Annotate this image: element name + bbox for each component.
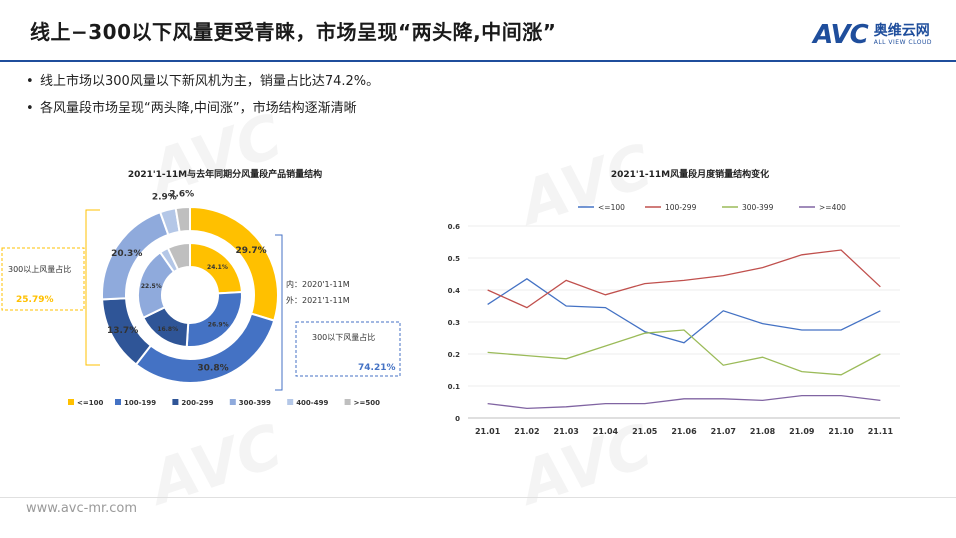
logo-avc: AVC [813, 20, 869, 50]
y-tick-label: 0.2 [448, 351, 461, 359]
logo-cn: 奥维云网 [873, 23, 930, 39]
inner-caption: 内：2020'1-11M [286, 279, 350, 289]
legend-label: 200-299 [181, 399, 213, 407]
series-line-300-399 [487, 329, 881, 376]
watermark: AVC [142, 411, 291, 519]
legend-swatch [115, 399, 121, 405]
legend-swatch [68, 399, 74, 405]
outer-caption: 外：2021'1-11M [286, 295, 350, 305]
left-annotation-label: 300以上风量占比 [8, 264, 71, 274]
x-tick-label: 21.07 [711, 427, 736, 436]
outer-slice->=500 [174, 205, 191, 234]
legend-label: 300-399 [239, 399, 271, 407]
outer-data-label: 13.7% [107, 326, 138, 336]
inner-data-label: 24.1% [207, 264, 228, 271]
x-tick-label: 21.04 [593, 427, 619, 436]
legend-swatch [344, 399, 351, 405]
legend-label: <=100 [77, 399, 103, 407]
footer-divider [0, 497, 956, 498]
right-annotation-label: 300以下风量占比 [312, 332, 375, 342]
legend-label: 100-199 [124, 399, 156, 407]
line-legend: <=100 100-299 300-399 >=400 [578, 203, 846, 212]
inner-data-label: 26.9% [208, 321, 229, 328]
left-bracket [85, 209, 100, 366]
legend-label: 100-299 [665, 203, 697, 212]
line-y-ticks: 0 0.1 0.2 0.3 0.4 0.5 0.6 [448, 223, 461, 423]
y-tick-label: 0.1 [448, 383, 461, 391]
x-tick-label: 21.05 [632, 427, 658, 436]
logo-en: ALL VIEW CLOUD [873, 39, 932, 46]
y-tick-label: 0.6 [448, 223, 461, 231]
donut-rings [101, 205, 279, 384]
left-annotation-value: 25.79% [16, 295, 54, 305]
line-chart: 2021'1-11M风量段月度销量结构变化 <=100 100-299 300-39… [448, 168, 900, 436]
bullet-text: 各风量段市场呈现“两头降,中间涨”，市场结构逐渐清晰 [40, 101, 357, 116]
outer-data-label: 29.7% [235, 246, 266, 256]
y-tick-label: 0 [455, 415, 460, 423]
outer-data-label: 20.3% [111, 249, 142, 259]
page-title: 线上−300以下风量更受青睐，市场呈现“两头降,中间涨” [30, 20, 557, 44]
donut-chart: 2021'1-11M与去年同期分风量段产品销量结构 29.7% 30.8% 13.7… [1, 168, 401, 407]
inner-slice->=500 [166, 241, 191, 271]
outer-data-label: 2.9% [152, 192, 177, 202]
line-grid [468, 225, 900, 419]
outer-data-label: 30.8% [197, 363, 228, 373]
legend-label: <=100 [598, 203, 625, 212]
series-line-<=100 [487, 278, 881, 344]
bullet-text: 线上市场以300风量以下新风机为主，销量占比达74.2%。 [40, 74, 380, 89]
right-annotation-box [295, 321, 401, 377]
inner-data-label: 22.5% [141, 283, 162, 290]
x-tick-label: 21.03 [554, 427, 579, 436]
line-series [487, 249, 881, 410]
line-chart-title: 2021'1-11M风量段月度销量结构变化 [611, 168, 769, 180]
x-tick-label: 21.09 [789, 427, 815, 436]
x-tick-label: 21.11 [868, 427, 894, 436]
right-annotation-value: 74.21% [358, 363, 396, 373]
brand-logo: AVC 奥维云网 ALL VIEW CLOUD [813, 20, 932, 50]
legend-label: >=500 [354, 399, 380, 407]
legend-label: 400-499 [296, 399, 328, 407]
bullet-list: • 线上市场以300风量以下新风机为主，销量占比达74.2%。 • 各风量段市场呈现… [26, 70, 379, 124]
y-tick-label: 0.4 [448, 287, 461, 295]
bullet-item: • 线上市场以300风量以下新风机为主，销量占比达74.2%。 [26, 74, 380, 89]
inner-slice-100-199 [185, 291, 243, 348]
inner-data-label: 16.8% [157, 326, 178, 333]
legend-label: 300-399 [742, 203, 774, 212]
bullet-item: • 各风量段市场呈现“两头降,中间涨”，市场结构逐渐清晰 [26, 101, 357, 116]
right-bracket [275, 234, 283, 391]
series-line->=400 [487, 394, 881, 410]
footer-url: www.avc-mr.com [26, 501, 138, 516]
x-tick-label: 21.10 [828, 427, 854, 436]
x-tick-label: 21.02 [514, 427, 539, 436]
y-tick-label: 0.5 [448, 255, 461, 263]
title-divider [0, 60, 956, 62]
legend-swatch [229, 399, 236, 405]
legend-swatch [172, 399, 179, 405]
line-x-ticks: 21.01 21.02 21.03 21.04 21.05 21.06 21.07 21.08… [475, 427, 893, 436]
donut-legend: <=100 100-199 200-299 300-399 400-499 >=500 [68, 399, 380, 407]
donut-labels: 29.7% 30.8% 13.7% 20.3% 2.9%2.6% 24.1% 26.9% 16… [107, 189, 267, 373]
donut-chart-title: 2021'1-11M与去年同期分风量段产品销量结构 [128, 168, 322, 180]
y-tick-label: 0.3 [448, 319, 461, 327]
left-annotation-box [1, 247, 85, 311]
outer-data-label: 2.6% [169, 189, 194, 199]
series-line-100-299 [487, 249, 881, 309]
x-tick-label: 21.01 [475, 427, 501, 436]
x-tick-label: 21.06 [671, 427, 697, 436]
legend-swatch [287, 399, 294, 405]
legend-label: >=400 [819, 203, 846, 212]
x-tick-label: 21.08 [750, 427, 776, 436]
